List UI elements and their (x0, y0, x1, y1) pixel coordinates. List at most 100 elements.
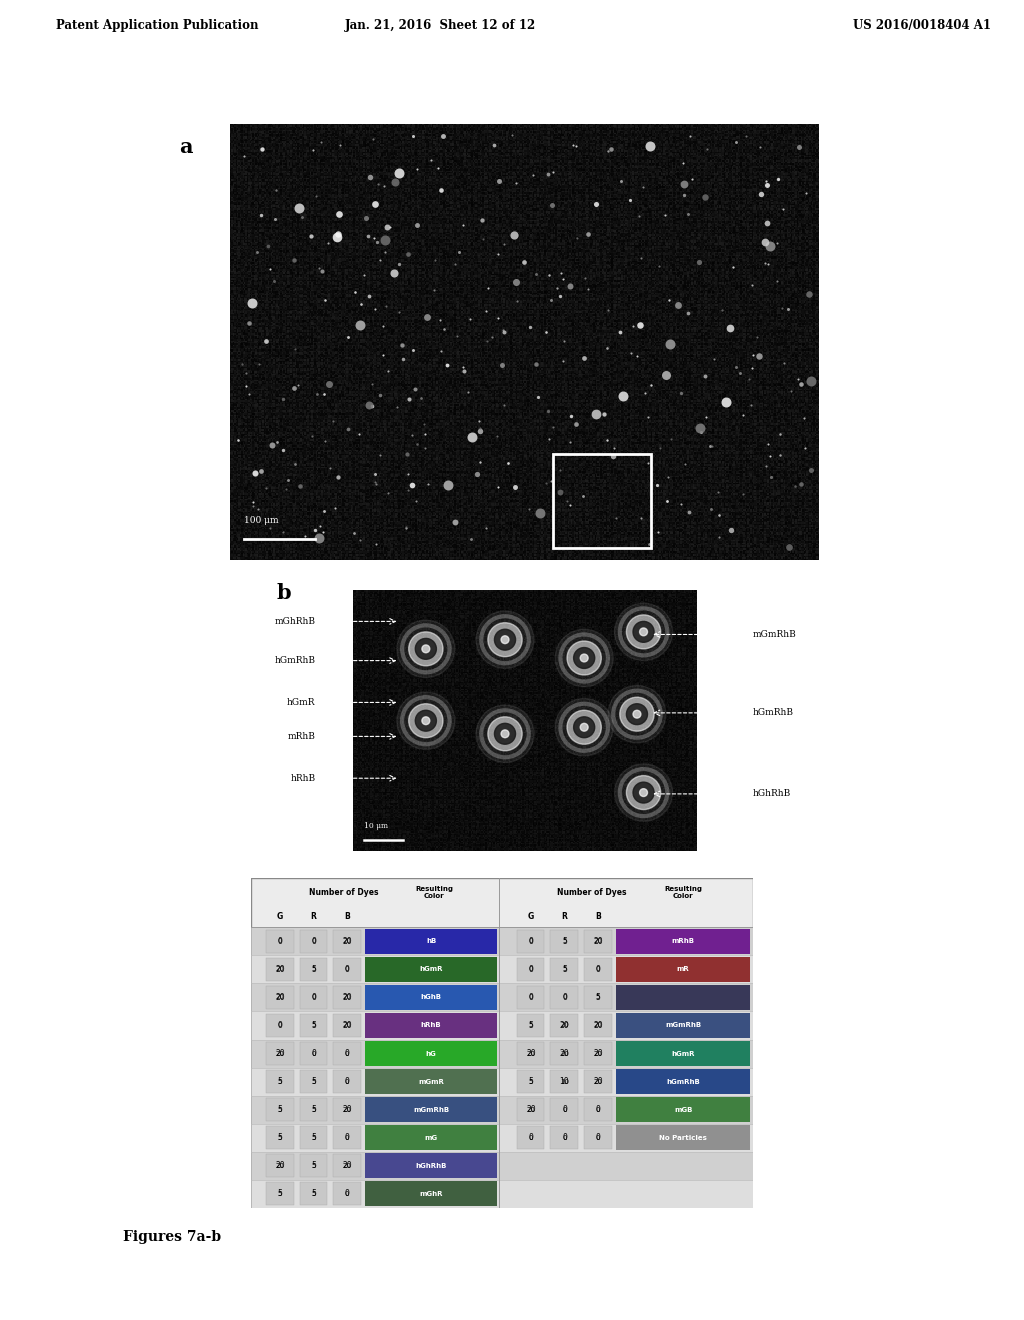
Text: 5: 5 (596, 993, 600, 1002)
Text: 20: 20 (342, 937, 352, 946)
Text: 5: 5 (278, 1078, 283, 1085)
Bar (616, 957, 751, 982)
Bar (500, 983, 753, 1011)
Bar (300, 958, 327, 981)
Text: 5: 5 (278, 1105, 283, 1114)
Text: hGhB: hGhB (421, 994, 441, 1001)
Bar (366, 1125, 497, 1150)
Text: hGhRhB: hGhRhB (416, 1163, 446, 1168)
Bar (333, 1071, 360, 1093)
Text: 20: 20 (342, 1162, 352, 1171)
Text: 0: 0 (596, 1135, 600, 1140)
Circle shape (627, 615, 660, 649)
Text: 20: 20 (560, 1023, 569, 1028)
Bar (266, 1014, 294, 1038)
Bar (616, 985, 751, 1010)
Bar (300, 1014, 327, 1038)
Bar (616, 929, 751, 953)
Bar (517, 1071, 545, 1093)
Bar (266, 1043, 294, 1065)
Text: 20: 20 (275, 966, 285, 973)
Circle shape (487, 717, 522, 751)
Text: 5: 5 (311, 1191, 315, 1197)
Text: 0: 0 (345, 1077, 349, 1086)
Bar (500, 1068, 753, 1096)
Bar (551, 1014, 578, 1038)
Bar (366, 1097, 497, 1122)
Bar (517, 986, 545, 1008)
Bar (333, 958, 360, 981)
Text: No Particles: No Particles (659, 1135, 708, 1140)
Text: 5: 5 (528, 1077, 534, 1086)
Text: Resulting
Color: Resulting Color (665, 886, 702, 899)
Circle shape (495, 630, 515, 651)
Bar (616, 1125, 751, 1150)
Text: 0: 0 (528, 937, 534, 946)
Text: 0: 0 (562, 993, 567, 1002)
Bar (333, 1126, 360, 1148)
Text: 0: 0 (528, 1133, 534, 1142)
Text: 20: 20 (275, 1051, 285, 1056)
Bar (333, 1014, 360, 1038)
Bar (266, 1183, 294, 1205)
Text: 0: 0 (311, 937, 316, 946)
Text: Jan. 21, 2016  Sheet 12 of 12: Jan. 21, 2016 Sheet 12 of 12 (345, 18, 536, 32)
Text: 5: 5 (528, 1023, 534, 1028)
Bar (266, 986, 294, 1008)
Text: 0: 0 (278, 937, 283, 946)
Bar (584, 1043, 611, 1065)
Text: b: b (276, 583, 291, 603)
Text: 0: 0 (562, 1135, 566, 1140)
Text: 5: 5 (562, 937, 567, 946)
Text: mGmRhB: mGmRhB (413, 1106, 450, 1113)
Text: 0: 0 (278, 1023, 283, 1028)
Bar (300, 1043, 327, 1065)
Text: 20: 20 (275, 994, 285, 1001)
Text: hG: hG (426, 1051, 436, 1056)
Bar (251, 1040, 500, 1068)
Text: 0: 0 (596, 965, 600, 974)
Text: 0: 0 (596, 1133, 600, 1142)
Text: 20: 20 (342, 1020, 352, 1030)
Circle shape (397, 692, 455, 750)
Text: 0: 0 (278, 1020, 283, 1030)
Text: 0: 0 (528, 1135, 534, 1140)
Text: 0: 0 (345, 1051, 349, 1056)
Text: 0: 0 (311, 939, 315, 944)
Bar (517, 1098, 545, 1121)
Circle shape (555, 630, 613, 686)
Text: a: a (179, 137, 193, 157)
Bar (266, 1154, 294, 1177)
Text: 5: 5 (311, 1106, 315, 1113)
Text: 0: 0 (562, 1133, 567, 1142)
Bar (500, 1096, 753, 1123)
Circle shape (581, 723, 588, 731)
Text: 20: 20 (560, 1049, 569, 1059)
Text: 5: 5 (278, 1133, 283, 1142)
Bar (500, 1180, 753, 1208)
Bar (333, 986, 360, 1008)
Text: 20: 20 (275, 965, 285, 974)
Text: 5: 5 (278, 1135, 283, 1140)
Text: 20: 20 (526, 1106, 536, 1113)
Bar (551, 986, 578, 1008)
Text: G: G (276, 912, 283, 921)
Circle shape (633, 710, 641, 718)
Bar (266, 1098, 294, 1121)
Bar (500, 1123, 753, 1151)
Bar (551, 1098, 578, 1121)
Text: mR: mR (677, 966, 689, 973)
Bar (251, 927, 500, 956)
Bar (584, 1014, 611, 1038)
Bar (366, 985, 497, 1010)
Text: 5: 5 (528, 1020, 534, 1030)
Text: G: G (527, 912, 534, 921)
Text: 0: 0 (345, 965, 349, 974)
Text: 5: 5 (562, 966, 566, 973)
Bar (500, 956, 753, 983)
Text: mGmRhB: mGmRhB (753, 630, 797, 639)
Text: 20: 20 (593, 1020, 603, 1030)
Circle shape (422, 645, 430, 653)
Text: mGhRhB: mGhRhB (274, 616, 315, 626)
Text: B: B (344, 912, 350, 921)
